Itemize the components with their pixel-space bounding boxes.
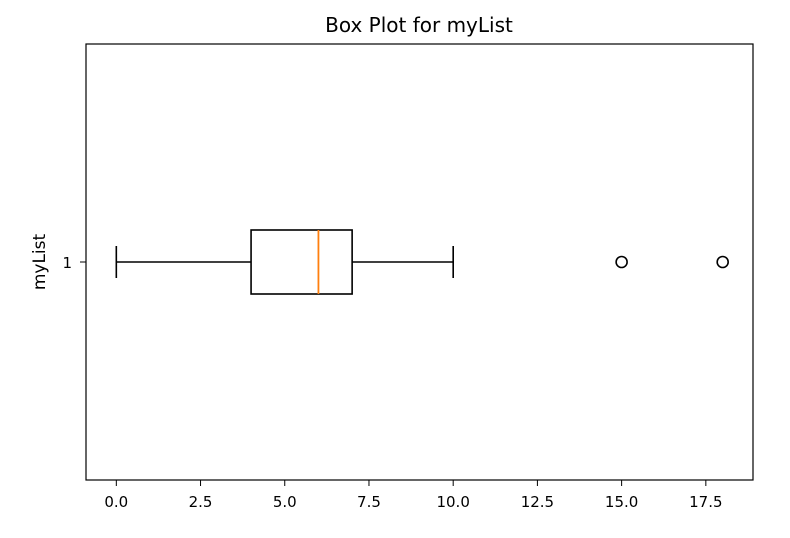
chart-title: Box Plot for myList <box>325 13 513 37</box>
x-tick-label: 17.5 <box>689 493 722 511</box>
box-plot-series <box>115 229 729 295</box>
x-tick-label: 12.5 <box>521 493 554 511</box>
y-axis-label: myList <box>30 234 50 291</box>
outlier-point <box>716 255 729 269</box>
x-axis-ticks: 0.0 2.5 5.0 7.5 10.0 12.5 15.0 17.5 <box>104 480 723 511</box>
x-tick-label: 0.0 <box>104 493 128 511</box>
y-tick-label: 1 <box>62 254 72 272</box>
x-tick-label: 5.0 <box>273 493 297 511</box>
x-tick-label: 7.5 <box>357 493 381 511</box>
x-tick-label: 10.0 <box>436 493 469 511</box>
x-tick-label: 2.5 <box>189 493 213 511</box>
y-axis-ticks: 1 <box>62 254 86 272</box>
x-tick-label: 15.0 <box>605 493 638 511</box>
iqr-box <box>250 229 353 295</box>
outlier-point <box>615 255 628 269</box>
